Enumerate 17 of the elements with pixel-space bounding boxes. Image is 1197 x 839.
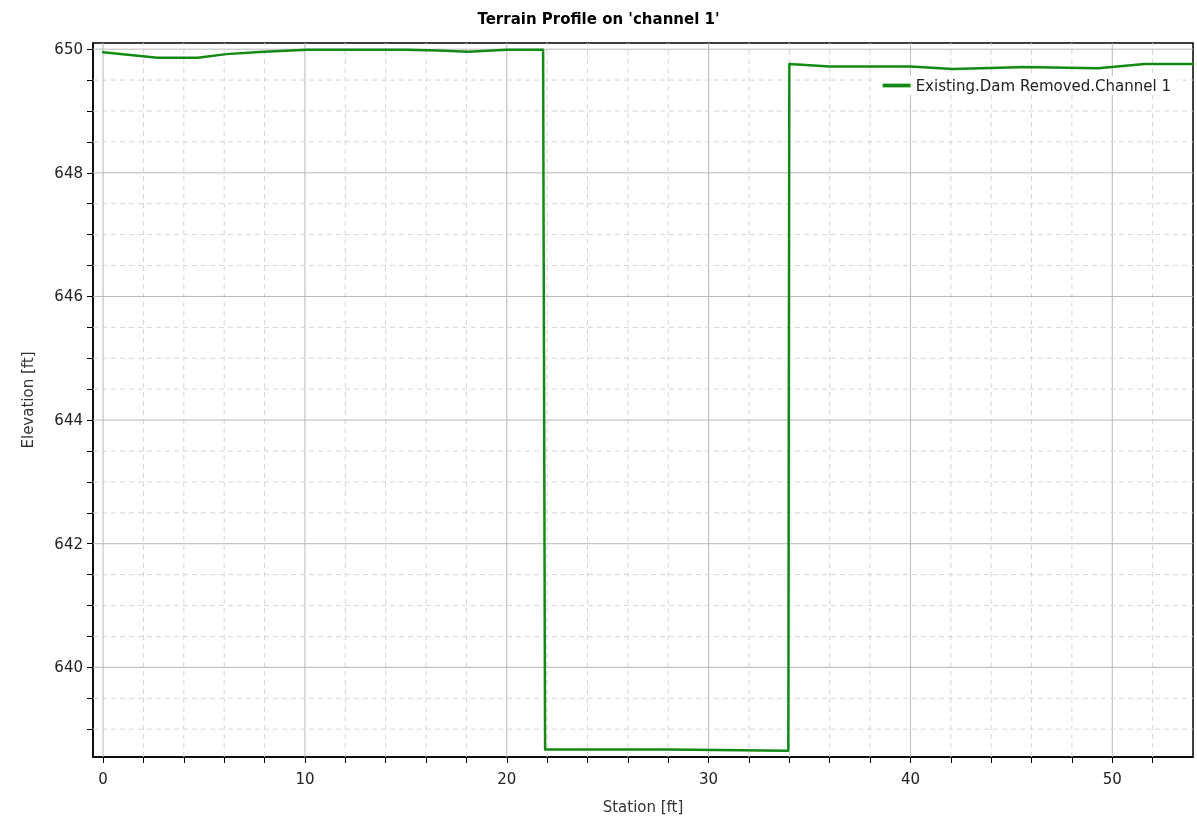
line-series — [101, 48, 1195, 753]
legend-label: Existing.Dam Removed.Channel 1 — [915, 76, 1171, 95]
y-tick-label: 648 — [54, 163, 83, 182]
y-tick-label: 644 — [54, 411, 83, 430]
y-axis-title: Elevation [ft] — [18, 351, 37, 449]
y-tick-label: 646 — [54, 287, 83, 306]
x-tick-label: 30 — [699, 769, 719, 788]
x-tick-label: 0 — [98, 769, 108, 788]
x-axis-title: Station [ft] — [602, 797, 684, 816]
chart-title: Terrain Profile on 'channel 1' — [477, 9, 720, 28]
y-tick-label: 640 — [54, 658, 83, 677]
x-tick-label: 10 — [295, 769, 315, 788]
x-tick-label: 20 — [497, 769, 517, 788]
y-tick-label: 650 — [54, 40, 83, 59]
y-tick-label: 642 — [54, 534, 83, 553]
x-tick-label: 40 — [900, 769, 920, 788]
x-tick-label: 50 — [1102, 769, 1122, 788]
